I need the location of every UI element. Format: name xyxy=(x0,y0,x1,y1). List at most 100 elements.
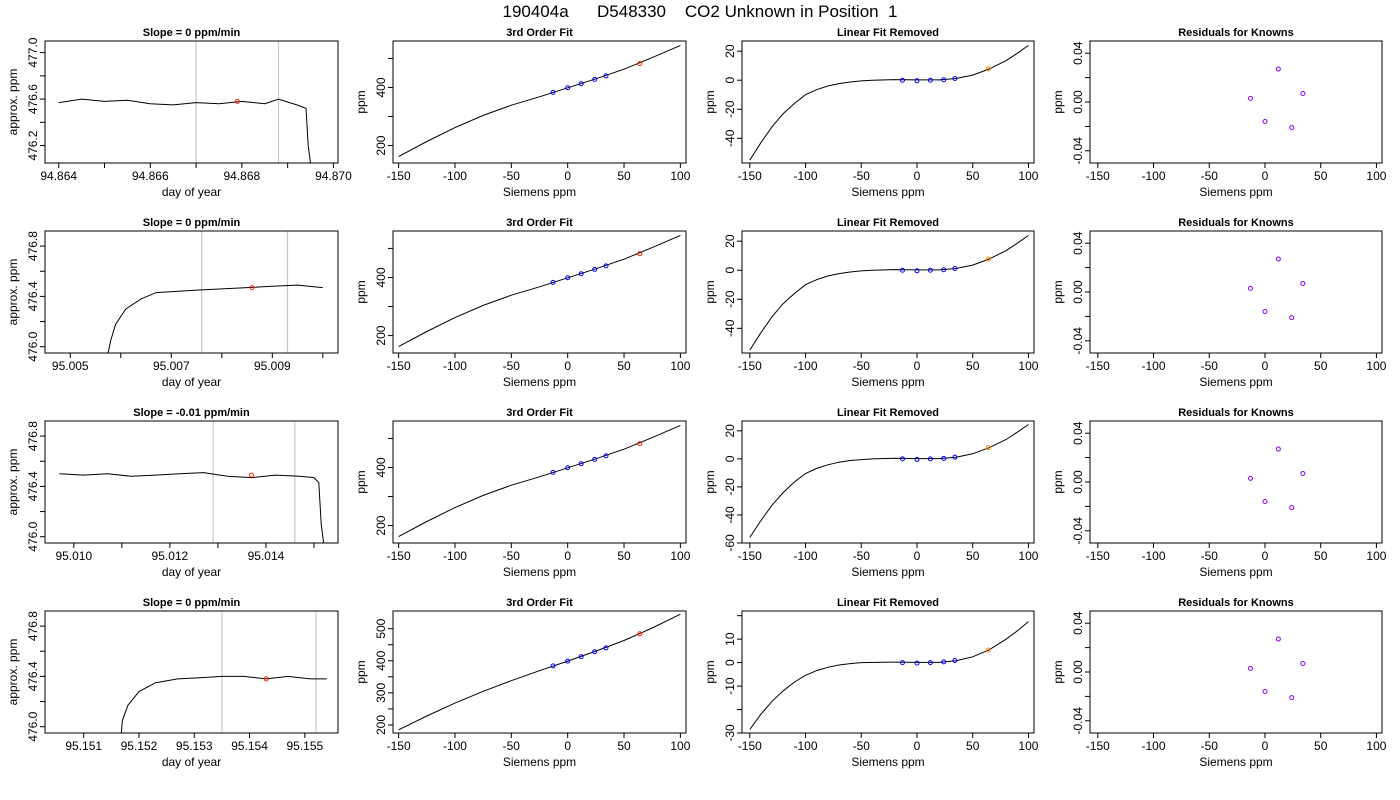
y-tick-label: 476.2 xyxy=(26,130,40,160)
x-tick-label: -50 xyxy=(503,169,521,183)
x-tick-label: 100 xyxy=(1366,169,1386,183)
x-tick-label: 0 xyxy=(914,739,921,753)
x-tick-label: 100 xyxy=(1018,739,1038,753)
data-point xyxy=(941,267,947,273)
series-line xyxy=(398,424,681,538)
y-tick-label: 200 xyxy=(374,715,388,735)
data-point xyxy=(985,66,991,72)
x-tick-label: 95.153 xyxy=(176,739,213,753)
data-point xyxy=(941,455,947,461)
data-point xyxy=(985,647,991,653)
y-tick-label: 200 xyxy=(374,135,388,155)
x-axis-label: Siemens ppm xyxy=(1199,755,1272,769)
data-point xyxy=(952,454,958,460)
x-axis-label: day of year xyxy=(162,185,221,199)
x-tick-label: -100 xyxy=(794,359,818,373)
y-axis-label: approx. ppm xyxy=(6,69,20,136)
panel-title: 3rd Order Fit xyxy=(506,597,573,609)
x-tick-label: -50 xyxy=(853,739,871,753)
data-point xyxy=(1275,636,1281,642)
data-point xyxy=(1262,309,1268,315)
x-tick-label: 50 xyxy=(1314,549,1328,563)
data-point xyxy=(592,76,598,82)
x-tick-label: -150 xyxy=(738,359,762,373)
plot-frame xyxy=(392,610,687,734)
y-tick-label: 476.0 xyxy=(26,711,40,741)
plot-frame xyxy=(1089,420,1383,544)
data-point xyxy=(1275,66,1281,72)
y-tick-label: 0.00 xyxy=(1071,280,1085,304)
y-tick-label: -60 xyxy=(723,534,737,552)
x-axis-label: day of year xyxy=(162,565,221,579)
x-tick-label: 50 xyxy=(1314,169,1328,183)
x-tick-label: -100 xyxy=(443,169,467,183)
y-tick-label: 476.0 xyxy=(26,331,40,361)
y-tick-label: 0 xyxy=(723,267,737,274)
data-point xyxy=(249,472,255,478)
y-tick-label: -10 xyxy=(723,677,737,695)
y-tick-label: 400 xyxy=(374,267,388,287)
data-point xyxy=(603,453,609,459)
data-point xyxy=(1247,475,1253,481)
y-tick-label: -40 xyxy=(723,129,737,147)
y-tick-label: 476.8 xyxy=(26,231,40,261)
data-point xyxy=(603,645,609,651)
panel-timeseries-r3c1: 95.010 95.012 95.014 476.0 476.4 476.8 Slope =… xyxy=(6,407,339,579)
series-line xyxy=(749,621,1029,730)
y-tick-label: 200 xyxy=(374,325,388,345)
y-tick-label: 0 xyxy=(723,455,737,462)
data-point xyxy=(1289,125,1295,131)
x-tick-label: -150 xyxy=(1086,169,1110,183)
y-axis-label: ppm xyxy=(703,660,717,683)
plot-frame xyxy=(44,230,339,354)
x-tick-label: -50 xyxy=(503,359,521,373)
x-tick-label: -50 xyxy=(1201,359,1219,373)
y-axis-label: ppm xyxy=(354,660,368,683)
panel-residual-r2c4: -150 -100 -50 0 50 100 -0.04 0.00 0.04 Residuals … xyxy=(1051,217,1387,389)
data-point xyxy=(1289,695,1295,701)
x-tick-label: 0 xyxy=(564,169,571,183)
data-point xyxy=(927,267,933,273)
series-line xyxy=(107,284,323,353)
x-axis-label: Siemens ppm xyxy=(851,755,924,769)
x-tick-label: -50 xyxy=(503,549,521,563)
data-point xyxy=(1289,505,1295,511)
y-tick-label: 0.04 xyxy=(1071,421,1085,445)
plot-frame xyxy=(1089,40,1383,164)
x-tick-label: 50 xyxy=(617,169,631,183)
data-point xyxy=(914,660,920,666)
x-tick-label: 50 xyxy=(1314,739,1328,753)
panel-title: Residuals for Knowns xyxy=(1178,217,1294,229)
y-tick-label: 0 xyxy=(723,77,737,84)
panel-fit-r4c2: -150 -100 -50 0 50 100 200 300 400 500 3rd Order F… xyxy=(354,597,691,769)
data-point xyxy=(899,267,905,273)
y-tick-label: 0.04 xyxy=(1071,41,1085,65)
y-axis-label: ppm xyxy=(354,470,368,493)
data-point xyxy=(565,85,571,91)
data-point xyxy=(592,456,598,462)
x-tick-label: 0 xyxy=(914,169,921,183)
data-point xyxy=(985,256,991,262)
x-tick-label: 100 xyxy=(1018,169,1038,183)
data-point xyxy=(565,658,571,664)
x-tick-label: 95.152 xyxy=(121,739,158,753)
y-tick-label: 300 xyxy=(374,683,388,703)
y-axis-label: ppm xyxy=(1051,280,1065,303)
x-tick-label: 95.154 xyxy=(231,739,268,753)
plot-frame xyxy=(44,40,339,164)
y-tick-label: 10 xyxy=(723,632,737,646)
series-line xyxy=(749,424,1029,538)
x-tick-label: 50 xyxy=(617,739,631,753)
x-tick-label: -50 xyxy=(503,739,521,753)
data-point xyxy=(927,77,933,83)
y-axis-label: ppm xyxy=(703,470,717,493)
y-tick-label: 200 xyxy=(374,515,388,535)
x-tick-label: 95.014 xyxy=(248,549,285,563)
y-tick-label: 0.00 xyxy=(1071,660,1085,684)
y-tick-label: -40 xyxy=(723,506,737,524)
panel-title: Linear Fit Removed xyxy=(837,597,939,609)
x-tick-label: 100 xyxy=(1018,359,1038,373)
x-tick-label: -150 xyxy=(1086,359,1110,373)
series-line xyxy=(120,675,327,733)
y-tick-label: 400 xyxy=(374,77,388,97)
